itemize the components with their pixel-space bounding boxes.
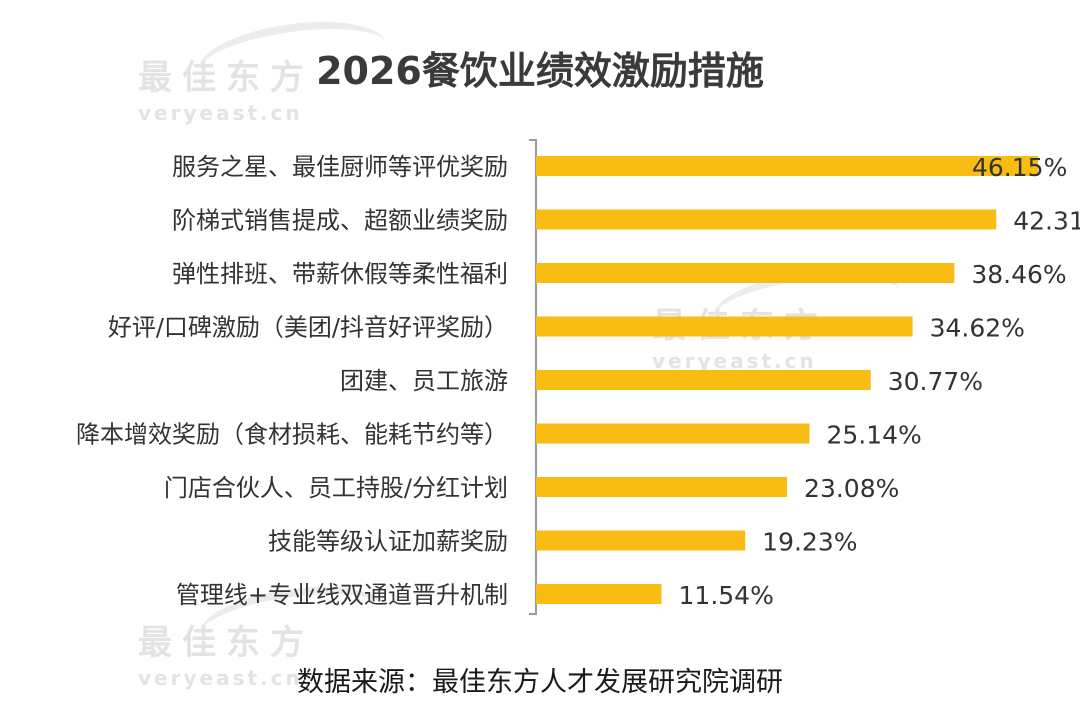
data-label: 42.31% [1013, 207, 1080, 236]
y-axis-line [529, 139, 537, 615]
data-label: 30.77% [888, 367, 983, 396]
category-label: 技能等级认证加薪奖励 [268, 528, 508, 556]
bar [536, 316, 913, 337]
bar [536, 370, 871, 390]
bar [536, 156, 1038, 176]
category-label: 好评/口碑激励（美团/抖音好评奖励） [108, 314, 508, 342]
bar [536, 209, 997, 230]
bar [536, 263, 955, 283]
category-label: 阶梯式销售提成、超额业绩奖励 [172, 207, 508, 235]
data-label: 38.46% [971, 260, 1066, 289]
bar [536, 530, 746, 551]
bar [536, 584, 662, 604]
bar [536, 477, 788, 497]
data-label: 34.62% [930, 314, 1025, 343]
category-label: 门店合伙人、员工持股/分红计划 [164, 474, 508, 502]
data-label: 23.08% [804, 474, 899, 503]
category-label: 团建、员工旅游 [340, 367, 508, 395]
category-label: 管理线+专业线双通道晋升机制 [176, 581, 508, 609]
category-label: 降本增效奖励（食材损耗、能耗节约等） [76, 421, 508, 449]
data-source-note: 数据来源：最佳东方人才发展研究院调研 [297, 667, 783, 698]
category-label: 服务之星、最佳厨师等评优奖励 [172, 153, 508, 181]
data-label: 46.15% [972, 153, 1067, 182]
data-label: 11.54% [679, 581, 774, 610]
chart-title: 2026餐饮业绩效激励措施 [316, 49, 764, 93]
data-label: 25.14% [826, 421, 921, 450]
bar [536, 423, 810, 444]
category-label: 弹性排班、带薪休假等柔性福利 [172, 260, 508, 288]
data-label: 19.23% [762, 528, 857, 557]
